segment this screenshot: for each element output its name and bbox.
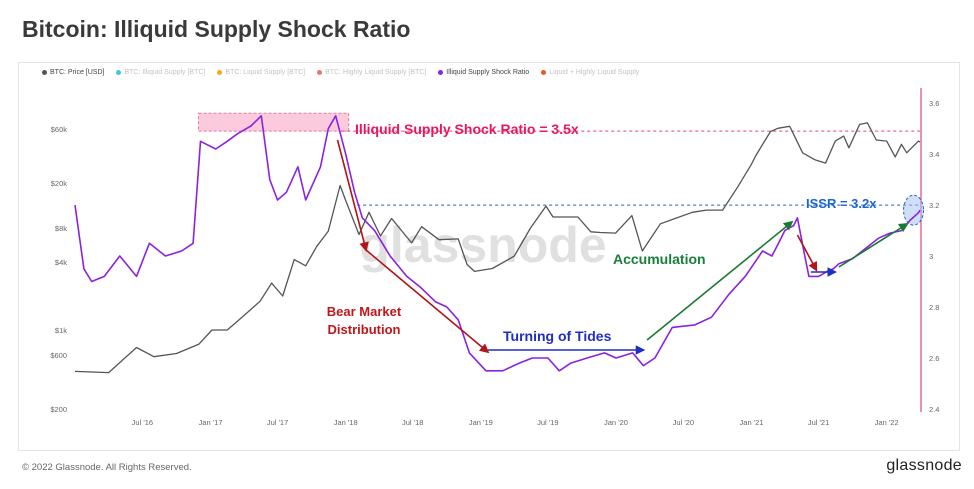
chart-title: Bitcoin: Illiquid Supply Shock Ratio (22, 16, 411, 42)
legend-label: Illiquid Supply Shock Ratio (446, 69, 530, 76)
legend-item[interactable]: Illiquid Supply Shock Ratio (438, 69, 529, 76)
legend-label: Liquid + Highly Liquid Supply (549, 69, 640, 76)
legend-item[interactable]: BTC: Liquid Supply [BTC] (217, 69, 305, 76)
chart-frame (18, 62, 960, 451)
legend-dot-icon (42, 70, 47, 75)
legend-label: BTC: Highly Liquid Supply [BTC] (325, 69, 427, 76)
legend-dot-icon (317, 70, 323, 75)
legend-dot-icon (438, 70, 444, 75)
legend-item[interactable]: Liquid + Highly Liquid Supply (541, 69, 639, 76)
legend-item[interactable]: BTC: Illiquid Supply [BTC] (116, 69, 205, 76)
legend-dot-icon (541, 70, 547, 75)
legend-label: BTC: Price [USD] (50, 69, 105, 76)
legend-label: BTC: Liquid Supply [BTC] (225, 69, 306, 76)
legend-item[interactable]: BTC: Price [USD] (42, 69, 104, 76)
legend-dot-icon (116, 70, 122, 75)
chart-legend: BTC: Price [USD] BTC: Illiquid Supply [BT… (42, 69, 639, 76)
legend-dot-icon (217, 70, 223, 75)
brand-logo: glassnode (886, 457, 962, 474)
legend-label: BTC: Illiquid Supply [BTC] (124, 69, 206, 76)
copyright-text: © 2022 Glassnode. All Rights Reserved. (22, 462, 192, 473)
legend-item[interactable]: BTC: Highly Liquid Supply [BTC] (317, 69, 426, 76)
